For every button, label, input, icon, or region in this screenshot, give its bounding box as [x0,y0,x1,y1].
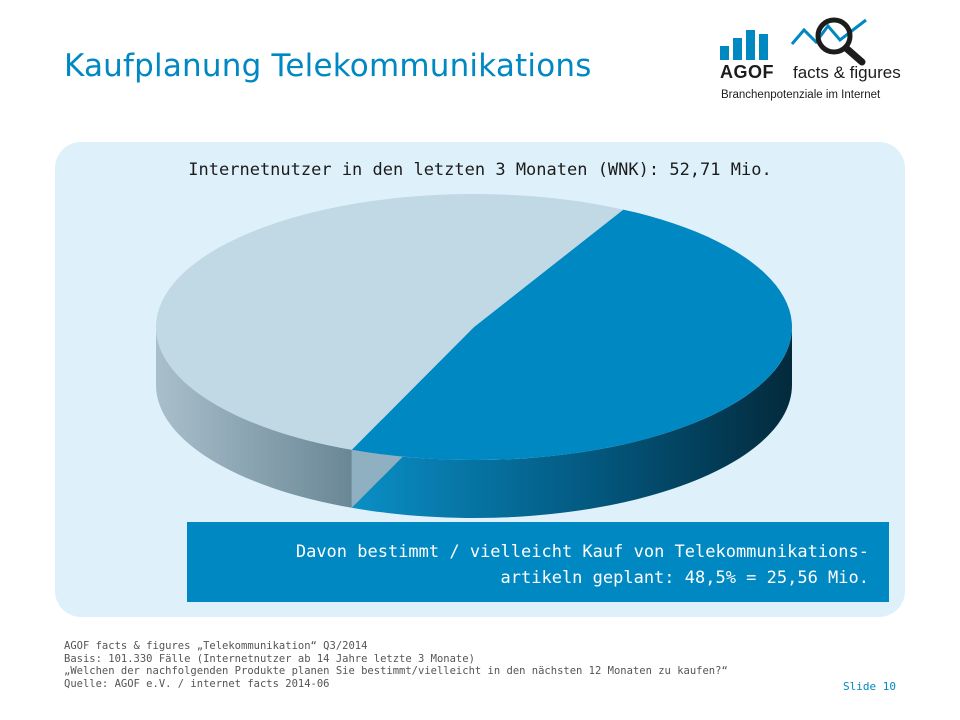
callout-line-2: artikeln geplant: 48,5% = 25,56 Mio. [500,568,869,588]
pie-slice-1-side [351,327,792,518]
agof-logo: AGOF facts & figures Branchenpotenziale … [716,12,916,112]
logo-bar-3 [746,30,755,60]
pie-slice-2-side [156,327,352,508]
pie-slice-2 [156,194,624,450]
footer-study: AGOF facts & figures „Telekommunikation“… [64,640,368,652]
slide-value: 10 [882,680,896,693]
pie-slice-1 [351,209,793,461]
callout-text: Davon bestimmt / vielleicht Kauf von Tel… [296,539,869,591]
slide-number: Slide 10 [843,680,896,693]
logo-bar-2 [733,38,742,60]
chart-title: Internetnutzer in den letzten 3 Monaten … [188,160,772,180]
slide-label: Slide [843,680,877,693]
footer-basis: Basis: 101.330 Fälle (Internetnutzer ab … [64,652,475,665]
logo-trend-line [790,18,867,45]
page-title: Kaufplanung Telekommunikations [64,48,592,84]
logo-magnifier-handle [842,44,866,66]
callout-box: Davon bestimmt / vielleicht Kauf von Tel… [187,522,889,602]
logo-brand: AGOF [720,62,774,82]
logo-bar-1 [720,46,729,60]
logo-magnifier-ring [815,17,853,55]
footer-notes: AGOF facts & figures „Telekommunikation“… [64,640,728,690]
logo-tagline: facts & figures [793,63,901,82]
logo-bar-4 [759,34,768,60]
bar-chart-magnifier-icon [720,17,867,66]
footer-source: Quelle: AGOF e.V. / internet facts 2014-… [64,677,330,690]
footer-question: „Welchen der nachfolgenden Produkte plan… [64,665,728,678]
callout-line-1: Davon bestimmt / vielleicht Kauf von Tel… [295,542,869,562]
logo-subline: Branchenpotenziale im Internet [721,89,881,101]
